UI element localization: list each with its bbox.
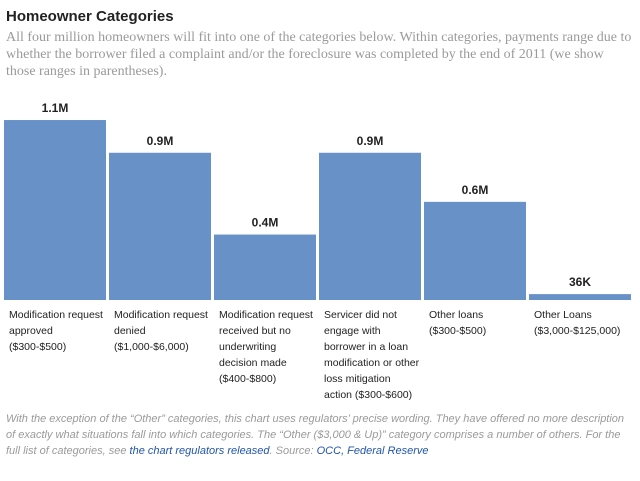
category-label-4: Servicer did not engage with borrower in…: [324, 309, 420, 401]
bar-4: [319, 152, 421, 300]
chart-subtitle: All four million homeowners will fit int…: [6, 30, 632, 79]
footnote: With the exception of the “Other” catego…: [6, 411, 636, 459]
chart-title: Homeowner Categories: [6, 8, 174, 25]
bar-1: [4, 120, 106, 300]
bar-2: [109, 152, 211, 300]
regulators-chart-link[interactable]: the chart regulators released: [129, 445, 270, 457]
data-label-5: 0.6M: [462, 183, 489, 197]
data-label-6: 36K: [569, 275, 591, 289]
category-label-5: Other loans ($300-$500): [429, 309, 487, 337]
bar-5: [424, 201, 526, 300]
data-label-3: 0.4M: [252, 216, 279, 230]
source-link[interactable]: OCC, Federal Reserve: [316, 445, 429, 457]
category-label-6: Other Loans ($3,000-$125,000): [534, 309, 621, 337]
bar-6: [529, 294, 631, 300]
data-label-4: 0.9M: [357, 134, 384, 148]
category-label-3: Modification request received but no und…: [219, 309, 313, 385]
footnote-text: With the exception of the “Other” catego…: [6, 413, 625, 457]
data-label-1: 1.1M: [42, 101, 69, 115]
data-label-2: 0.9M: [147, 134, 174, 148]
bar-3: [214, 234, 316, 300]
category-label-1: Modification request approved ($300-$500…: [9, 309, 103, 353]
source-prefix: . Source:: [269, 445, 317, 457]
bar-chart: 1.1M 0.9M 0.4M 0.9M 0.6M 36K: [4, 101, 631, 300]
category-label-2: Modification request denied ($1,000-$6,0…: [114, 309, 208, 353]
